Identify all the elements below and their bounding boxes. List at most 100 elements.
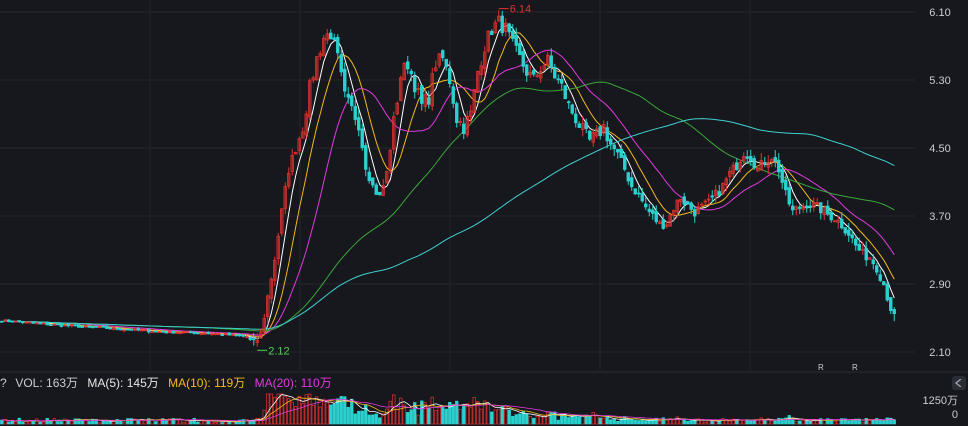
volume-bar-down bbox=[448, 401, 452, 425]
volume-bar-down bbox=[451, 404, 455, 425]
volume-bar-down bbox=[525, 413, 529, 425]
volume-bar-up bbox=[280, 393, 284, 425]
candle-up bbox=[98, 326, 102, 329]
volume-bar-up bbox=[213, 422, 217, 425]
volume-bar-down bbox=[682, 419, 686, 425]
candle-up bbox=[259, 332, 263, 339]
volume-bar-up bbox=[759, 417, 763, 425]
volume-bar-up bbox=[203, 421, 207, 425]
candle-down bbox=[17, 320, 21, 323]
candle-up bbox=[14, 320, 18, 323]
candle-down bbox=[854, 238, 858, 246]
volume-bar-up bbox=[479, 408, 483, 425]
volume-bar-down bbox=[623, 416, 627, 425]
volume-bar-down bbox=[745, 419, 749, 425]
candle-down bbox=[234, 334, 238, 337]
candle-up bbox=[388, 150, 392, 170]
candle-up bbox=[437, 53, 441, 66]
volume-bar-down bbox=[346, 406, 350, 425]
volume-bar-up bbox=[245, 419, 249, 425]
candle-down bbox=[455, 103, 459, 124]
candle-up bbox=[157, 331, 161, 334]
help-icon[interactable]: ? bbox=[0, 376, 7, 390]
volume-bar-down bbox=[780, 418, 784, 425]
volume-bar-down bbox=[136, 419, 140, 425]
candle-up bbox=[528, 71, 532, 76]
candle-up bbox=[738, 161, 742, 170]
candle-up bbox=[399, 77, 403, 102]
candle-up bbox=[770, 159, 774, 163]
volume-bar-up bbox=[672, 418, 676, 425]
candle-down bbox=[49, 324, 53, 327]
volume-bar-down bbox=[189, 420, 193, 425]
candle-down bbox=[227, 332, 231, 336]
volume-bar-down bbox=[238, 419, 242, 425]
vol-ma10-value: MA(10): 119万 bbox=[168, 376, 246, 390]
volume-bar-up bbox=[742, 419, 746, 425]
volume-bar-up bbox=[696, 418, 700, 425]
volume-panel bbox=[0, 393, 896, 425]
volume-bar-up bbox=[539, 415, 543, 425]
volume-bar-down bbox=[511, 415, 515, 425]
candle-down bbox=[353, 105, 357, 120]
volume-bar-up bbox=[595, 415, 599, 425]
candle-down bbox=[780, 169, 784, 183]
candle-down bbox=[59, 323, 63, 327]
volume-bar-up bbox=[297, 395, 301, 425]
volume-bar-up bbox=[175, 419, 179, 425]
volume-bar-down bbox=[378, 417, 382, 425]
volume-bar-down bbox=[462, 404, 466, 425]
volume-bar-down bbox=[147, 418, 151, 425]
candle-down bbox=[192, 331, 196, 334]
candle-up bbox=[178, 332, 182, 335]
candle-up bbox=[143, 329, 147, 332]
volume-bar-up bbox=[318, 406, 322, 425]
candle-down bbox=[889, 297, 893, 311]
candle-down bbox=[826, 205, 830, 215]
candle-up bbox=[483, 51, 487, 70]
candle-down bbox=[651, 209, 655, 214]
candle-down bbox=[0, 320, 4, 323]
candle-up bbox=[595, 128, 599, 137]
candle-up bbox=[714, 189, 718, 197]
candle-down bbox=[840, 218, 844, 229]
candle-up bbox=[112, 327, 116, 330]
volume-bar-down bbox=[73, 418, 77, 425]
candle-up bbox=[185, 331, 189, 333]
candle-down bbox=[108, 327, 112, 330]
volume-bar-down bbox=[455, 400, 459, 425]
volume-bar-up bbox=[535, 416, 539, 425]
candle-down bbox=[420, 85, 424, 104]
volume-bar-up bbox=[528, 416, 532, 425]
volume-bar-down bbox=[192, 417, 196, 425]
candle-up bbox=[469, 110, 473, 117]
candle-down bbox=[784, 179, 788, 191]
volume-bar-up bbox=[185, 420, 189, 425]
volume-bar-down bbox=[38, 421, 42, 425]
moving-average-lines bbox=[1, 24, 895, 339]
volume-bar-up bbox=[483, 400, 487, 425]
volume-bar-down bbox=[514, 414, 518, 425]
candle-up bbox=[812, 202, 816, 208]
candle-down bbox=[164, 331, 168, 334]
candle-down bbox=[577, 123, 581, 128]
candle-up bbox=[766, 161, 770, 168]
volume-bar-down bbox=[367, 414, 371, 425]
volume-bar-down bbox=[59, 421, 63, 425]
price-tick-label: 4.50 bbox=[929, 143, 950, 155]
candle-up bbox=[861, 248, 865, 251]
scroll-left-button[interactable] bbox=[952, 376, 966, 390]
candle-up bbox=[759, 160, 763, 171]
candle-up bbox=[35, 322, 39, 325]
candle-down bbox=[521, 51, 525, 67]
ma-line-10 bbox=[1, 32, 895, 338]
candle-up bbox=[297, 138, 301, 152]
candle-up bbox=[402, 62, 406, 81]
volume-tick-max: 1250万 bbox=[922, 395, 958, 407]
volume-bar-up bbox=[70, 420, 74, 425]
volume-bar-up bbox=[833, 421, 837, 425]
candle-down bbox=[882, 281, 886, 286]
volume-bar-down bbox=[875, 418, 879, 425]
candle-down bbox=[850, 234, 854, 239]
event-marker: R bbox=[852, 363, 858, 372]
